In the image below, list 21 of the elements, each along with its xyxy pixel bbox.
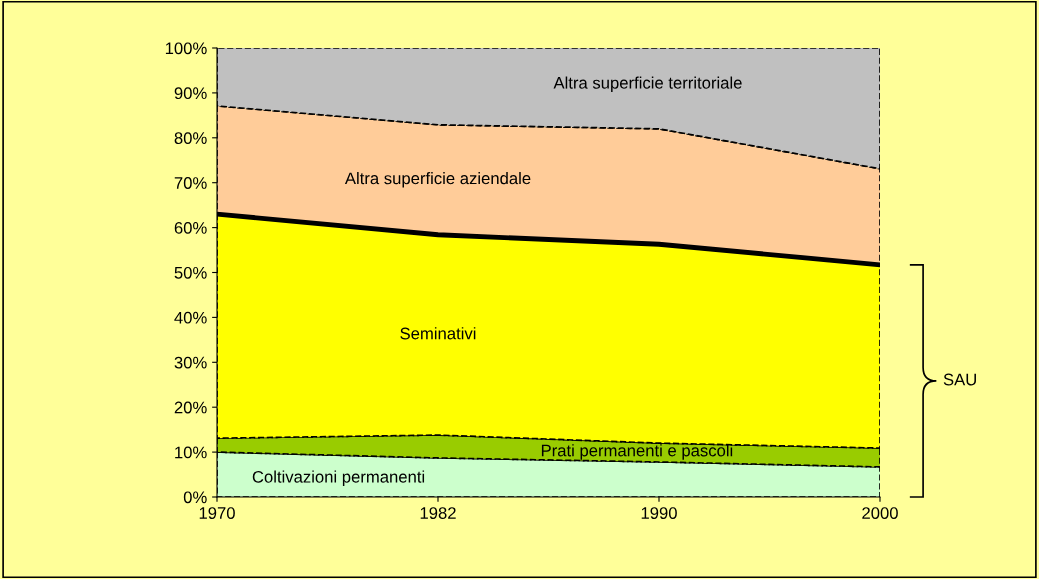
series-label: Altra superficie territoriale	[553, 76, 742, 93]
y-tick-label: 10%	[175, 446, 207, 459]
series-label: Prati permanenti e pascoli	[541, 444, 733, 460]
y-tick-label: 20%	[174, 401, 207, 414]
y-tick-label: 90%	[174, 87, 207, 100]
series-label: Coltivazioni permanenti	[252, 470, 425, 487]
y-tick-label: 60%	[174, 222, 207, 234]
y-tick-label: 0%	[183, 491, 207, 504]
y-tick-label: 80%	[174, 132, 207, 144]
y-tick-label: 100%	[165, 42, 207, 55]
y-tick-label: 40%	[174, 311, 207, 324]
x-tick-label: 1990	[641, 507, 677, 519]
x-tick-label: 1970	[199, 507, 235, 519]
y-tick-label: 70%	[174, 177, 207, 189]
x-tick-label: 1982	[420, 507, 456, 519]
series-label: Altra superficie aziendale	[344, 172, 531, 188]
y-tick-label: 30%	[174, 356, 207, 369]
x-tick-label: 2000	[862, 507, 898, 519]
series-label: Seminativi	[400, 327, 476, 340]
y-tick-label: 50%	[174, 266, 207, 279]
text: SAU	[943, 373, 976, 386]
